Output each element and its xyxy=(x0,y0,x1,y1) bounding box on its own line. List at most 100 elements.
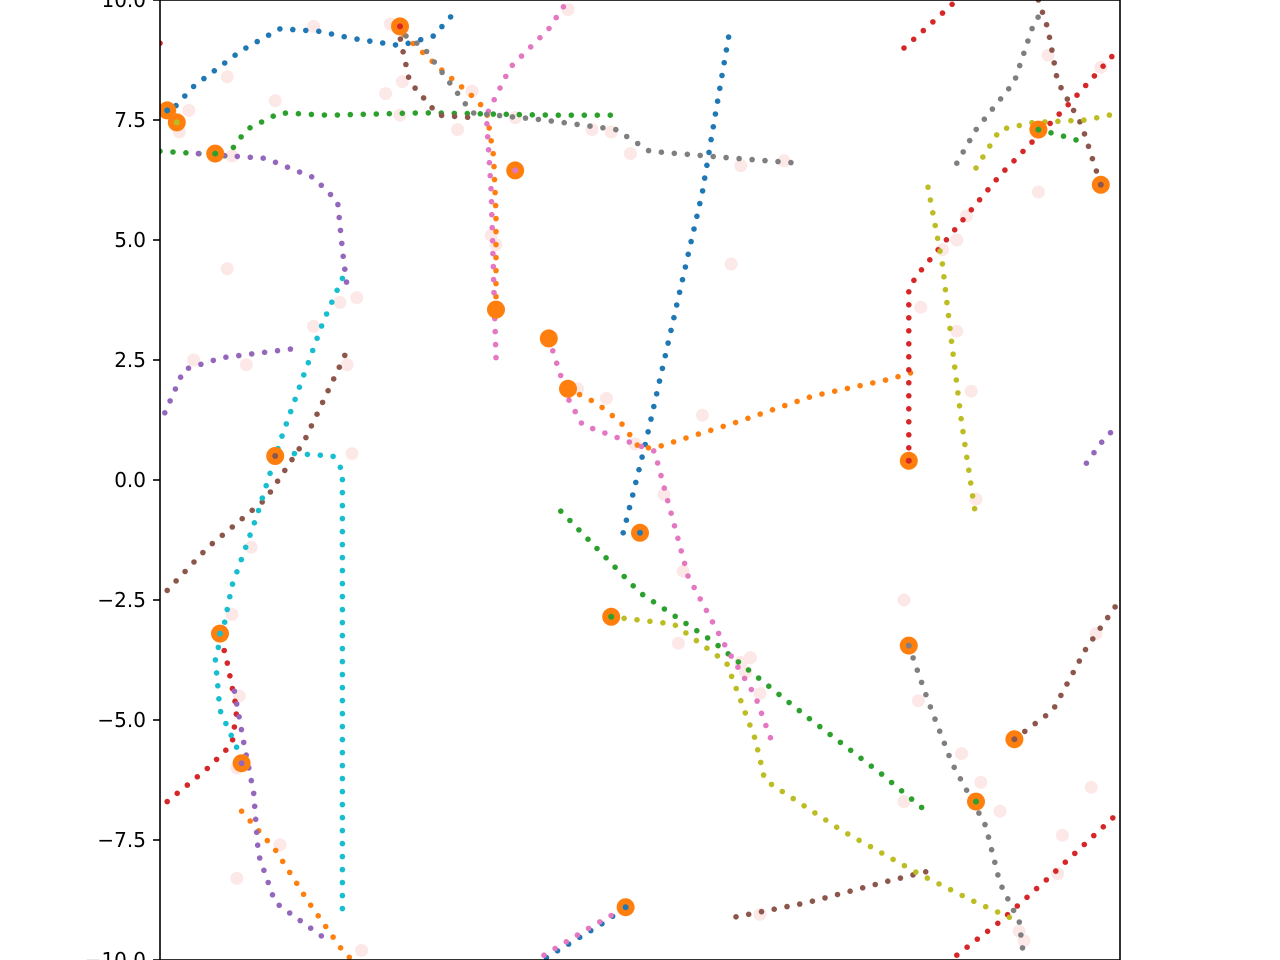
trail-point xyxy=(581,112,588,118)
trail-point xyxy=(339,905,346,912)
highlight-marker-center xyxy=(1097,181,1104,188)
trail-point xyxy=(757,759,764,766)
trail-point xyxy=(945,312,952,319)
trail-point xyxy=(228,732,234,739)
trail-point xyxy=(939,10,946,16)
trail-point xyxy=(587,123,593,129)
trail-point xyxy=(906,419,912,425)
trail-point xyxy=(661,606,668,612)
trail-point xyxy=(509,114,516,120)
trail-point xyxy=(229,524,236,530)
trail-point xyxy=(272,847,279,854)
trail-point xyxy=(576,391,583,398)
y-tick-label: 10.0 xyxy=(101,0,146,12)
trail-point xyxy=(1005,86,1012,92)
trail-point xyxy=(906,367,912,373)
trail-point xyxy=(490,263,497,270)
trail-point xyxy=(309,347,316,354)
trail-point xyxy=(215,683,221,689)
trail-point xyxy=(969,493,976,499)
trail-point xyxy=(812,810,818,816)
trail-point xyxy=(325,387,331,394)
trail-point xyxy=(182,568,188,575)
trail-point xyxy=(303,434,309,441)
trail-point xyxy=(1049,47,1055,53)
trail-point xyxy=(221,647,227,654)
trail-point xyxy=(438,112,445,119)
trail-point xyxy=(906,432,912,438)
trail-point xyxy=(567,517,573,524)
y-tick-label: 7.5 xyxy=(114,108,146,132)
trail-point xyxy=(379,40,386,46)
ghost-point xyxy=(340,358,354,372)
trail-point xyxy=(330,934,336,940)
trail-point xyxy=(1058,84,1064,91)
highlight-marker-center xyxy=(397,23,403,30)
trail-point xyxy=(223,354,229,361)
trail-point xyxy=(951,364,958,370)
trail-point xyxy=(704,645,710,651)
trail-point xyxy=(264,837,271,844)
trail-point xyxy=(541,952,547,958)
trail-point xyxy=(653,391,660,397)
trail-point xyxy=(182,93,188,99)
trail-point xyxy=(704,162,710,169)
highlight-marker-center xyxy=(637,529,643,536)
trail-point xyxy=(253,829,260,836)
trail-point xyxy=(238,134,244,140)
trail-point xyxy=(183,150,189,156)
trail-point xyxy=(749,156,755,163)
trail-point xyxy=(304,451,311,458)
trail-point xyxy=(845,831,851,837)
trail-point xyxy=(360,111,367,118)
highlight-marker-center xyxy=(173,119,180,126)
trail-point xyxy=(719,72,725,79)
trail-point xyxy=(827,731,833,738)
ghost-point xyxy=(239,358,253,372)
y-tick-label: −2.5 xyxy=(97,588,146,612)
trail-point xyxy=(284,164,291,170)
trail-point xyxy=(906,406,912,412)
trail-point xyxy=(932,716,938,722)
trail-point xyxy=(558,508,564,514)
trail-point xyxy=(857,382,863,389)
trail-point xyxy=(425,110,432,116)
trail-point xyxy=(560,4,567,10)
y-tick-label: −5.0 xyxy=(97,708,146,732)
trail-point xyxy=(1016,919,1023,925)
trail-point xyxy=(648,416,654,422)
trail-point xyxy=(602,430,608,436)
ghost-point xyxy=(451,123,465,137)
trail-point xyxy=(489,224,496,231)
trail-point xyxy=(307,902,314,908)
highlight-marker-center xyxy=(565,385,571,392)
ghost-point xyxy=(623,147,637,161)
trail-point xyxy=(431,59,438,65)
trail-point xyxy=(1093,115,1100,121)
trail-point xyxy=(794,398,800,405)
trail-point xyxy=(1106,112,1113,118)
trail-point xyxy=(258,119,265,125)
trail-point xyxy=(429,105,435,111)
trail-point xyxy=(289,456,295,463)
trail-point xyxy=(678,548,684,554)
trail-point xyxy=(594,112,601,118)
trail-point xyxy=(901,862,908,869)
trail-point xyxy=(709,619,716,625)
trail-point xyxy=(322,923,329,930)
trail-point xyxy=(932,222,938,229)
trail-point xyxy=(485,147,492,153)
trail-point xyxy=(918,804,925,811)
trail-point xyxy=(946,752,952,759)
trail-point xyxy=(274,347,281,354)
trail-point xyxy=(339,632,346,639)
trail-point xyxy=(1073,137,1079,143)
trail-point xyxy=(704,635,711,641)
trail-point xyxy=(988,846,995,853)
trail-point xyxy=(620,530,626,536)
trail-point xyxy=(247,818,253,824)
trail-point xyxy=(185,365,192,372)
trail-point xyxy=(941,740,948,747)
trail-point xyxy=(989,106,996,112)
trail-point xyxy=(229,581,236,587)
